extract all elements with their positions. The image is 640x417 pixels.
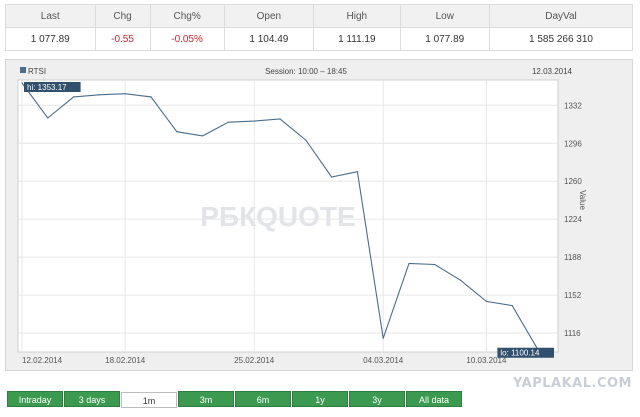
- value-dayval: 1 585 266 310: [489, 27, 633, 51]
- data-point: [253, 120, 255, 122]
- session-label: Session: 10:00 – 18:45: [265, 67, 347, 76]
- data-point: [279, 118, 281, 120]
- y-tick-label: 1116: [564, 329, 581, 338]
- lo-label: lo: 1100.14: [500, 349, 540, 358]
- data-point: [227, 121, 229, 123]
- tab-1m[interactable]: 1m: [121, 392, 177, 408]
- data-point: [73, 96, 75, 98]
- data-point: [176, 131, 178, 133]
- x-tick-label: 18.02.2014: [105, 356, 146, 365]
- y-tick-label: 1188: [564, 253, 582, 262]
- data-point: [124, 93, 126, 95]
- value-last: 1 077.89: [5, 27, 96, 51]
- price-chart[interactable]: RTSI Session: 10:00 – 18:45 12.03.2014 Р…: [6, 60, 632, 370]
- header-chg-pct: Chg%: [149, 4, 225, 28]
- data-point: [382, 337, 384, 339]
- data-point: [21, 82, 23, 84]
- tab-6m[interactable]: 6m: [235, 391, 291, 407]
- data-point: [460, 279, 462, 281]
- data-point: [485, 300, 487, 302]
- y-tick-label: 1332: [564, 101, 582, 110]
- tab-all-data[interactable]: All data: [406, 391, 462, 407]
- tab-1y[interactable]: 1y: [292, 391, 348, 407]
- data-point: [98, 94, 100, 96]
- value-low: 1 077.89: [399, 27, 491, 51]
- grid-layer: [18, 80, 558, 352]
- series-legend-swatch: [20, 67, 26, 73]
- x-tick-label: 25.02.2014: [234, 356, 275, 365]
- y-tick-label: 1260: [564, 177, 582, 186]
- quote-header-row: Last Chg Chg% Open High Low DayVal: [5, 4, 633, 28]
- chart-date: 12.03.2014: [532, 67, 573, 76]
- x-tick-label: 04.03.2014: [363, 356, 404, 365]
- rbk-watermark: РБКQUOTE: [200, 201, 355, 232]
- header-dayval: DayVal: [489, 4, 633, 28]
- y-tick-label: 1296: [564, 139, 582, 148]
- tab-intraday[interactable]: Intraday: [7, 391, 63, 407]
- series-label: RTSI: [28, 67, 46, 76]
- value-chg: -0.55: [94, 27, 151, 51]
- site-watermark: YAPLAKAL.COM: [513, 376, 632, 391]
- hi-label: hi: 1353.17: [27, 83, 67, 92]
- tab-3m[interactable]: 3m: [178, 391, 234, 407]
- y-tick-label: 1224: [564, 215, 582, 224]
- header-open: Open: [223, 4, 315, 28]
- y-tick-label: 1152: [564, 291, 582, 300]
- data-point: [202, 135, 204, 137]
- quote-table: Last Chg Chg% Open High Low DayVal 1 077…: [5, 4, 633, 51]
- value-chg-pct: -0.05%: [149, 27, 225, 51]
- header-last: Last: [5, 4, 96, 28]
- label-layer: 1116 1152 1188 1224 1260 1296 1332 12.02.2014 18…: [22, 81, 582, 365]
- data-point: [356, 171, 358, 173]
- data-point: [408, 262, 410, 265]
- data-point: [331, 176, 333, 178]
- x-tick-label: 12.02.2014: [22, 356, 63, 365]
- data-point: [511, 305, 513, 307]
- tab-3y[interactable]: 3y: [349, 391, 405, 407]
- data-point: [434, 263, 436, 266]
- data-point: [150, 96, 152, 98]
- tab-3-days[interactable]: 3 days: [64, 391, 120, 407]
- header-high: High: [313, 4, 401, 28]
- quote-value-row: 1 077.89 -0.55 -0.05% 1 104.49 1 111.19 …: [5, 27, 633, 51]
- data-point: [305, 139, 307, 141]
- y-axis-label: Value: [578, 190, 587, 210]
- value-open: 1 104.49: [223, 27, 315, 51]
- header-chg: Chg: [94, 4, 151, 28]
- lo-label-bg: [497, 347, 554, 358]
- chart-panel: RTSI Session: 10:00 – 18:45 12.03.2014 Р…: [5, 59, 633, 371]
- x-tick-label: 10.03.2014: [466, 356, 507, 365]
- value-high: 1 111.19: [313, 27, 401, 51]
- hi-label-bg: [24, 81, 81, 92]
- data-point: [47, 117, 49, 119]
- line-layer: [21, 82, 539, 351]
- header-low: Low: [399, 4, 491, 28]
